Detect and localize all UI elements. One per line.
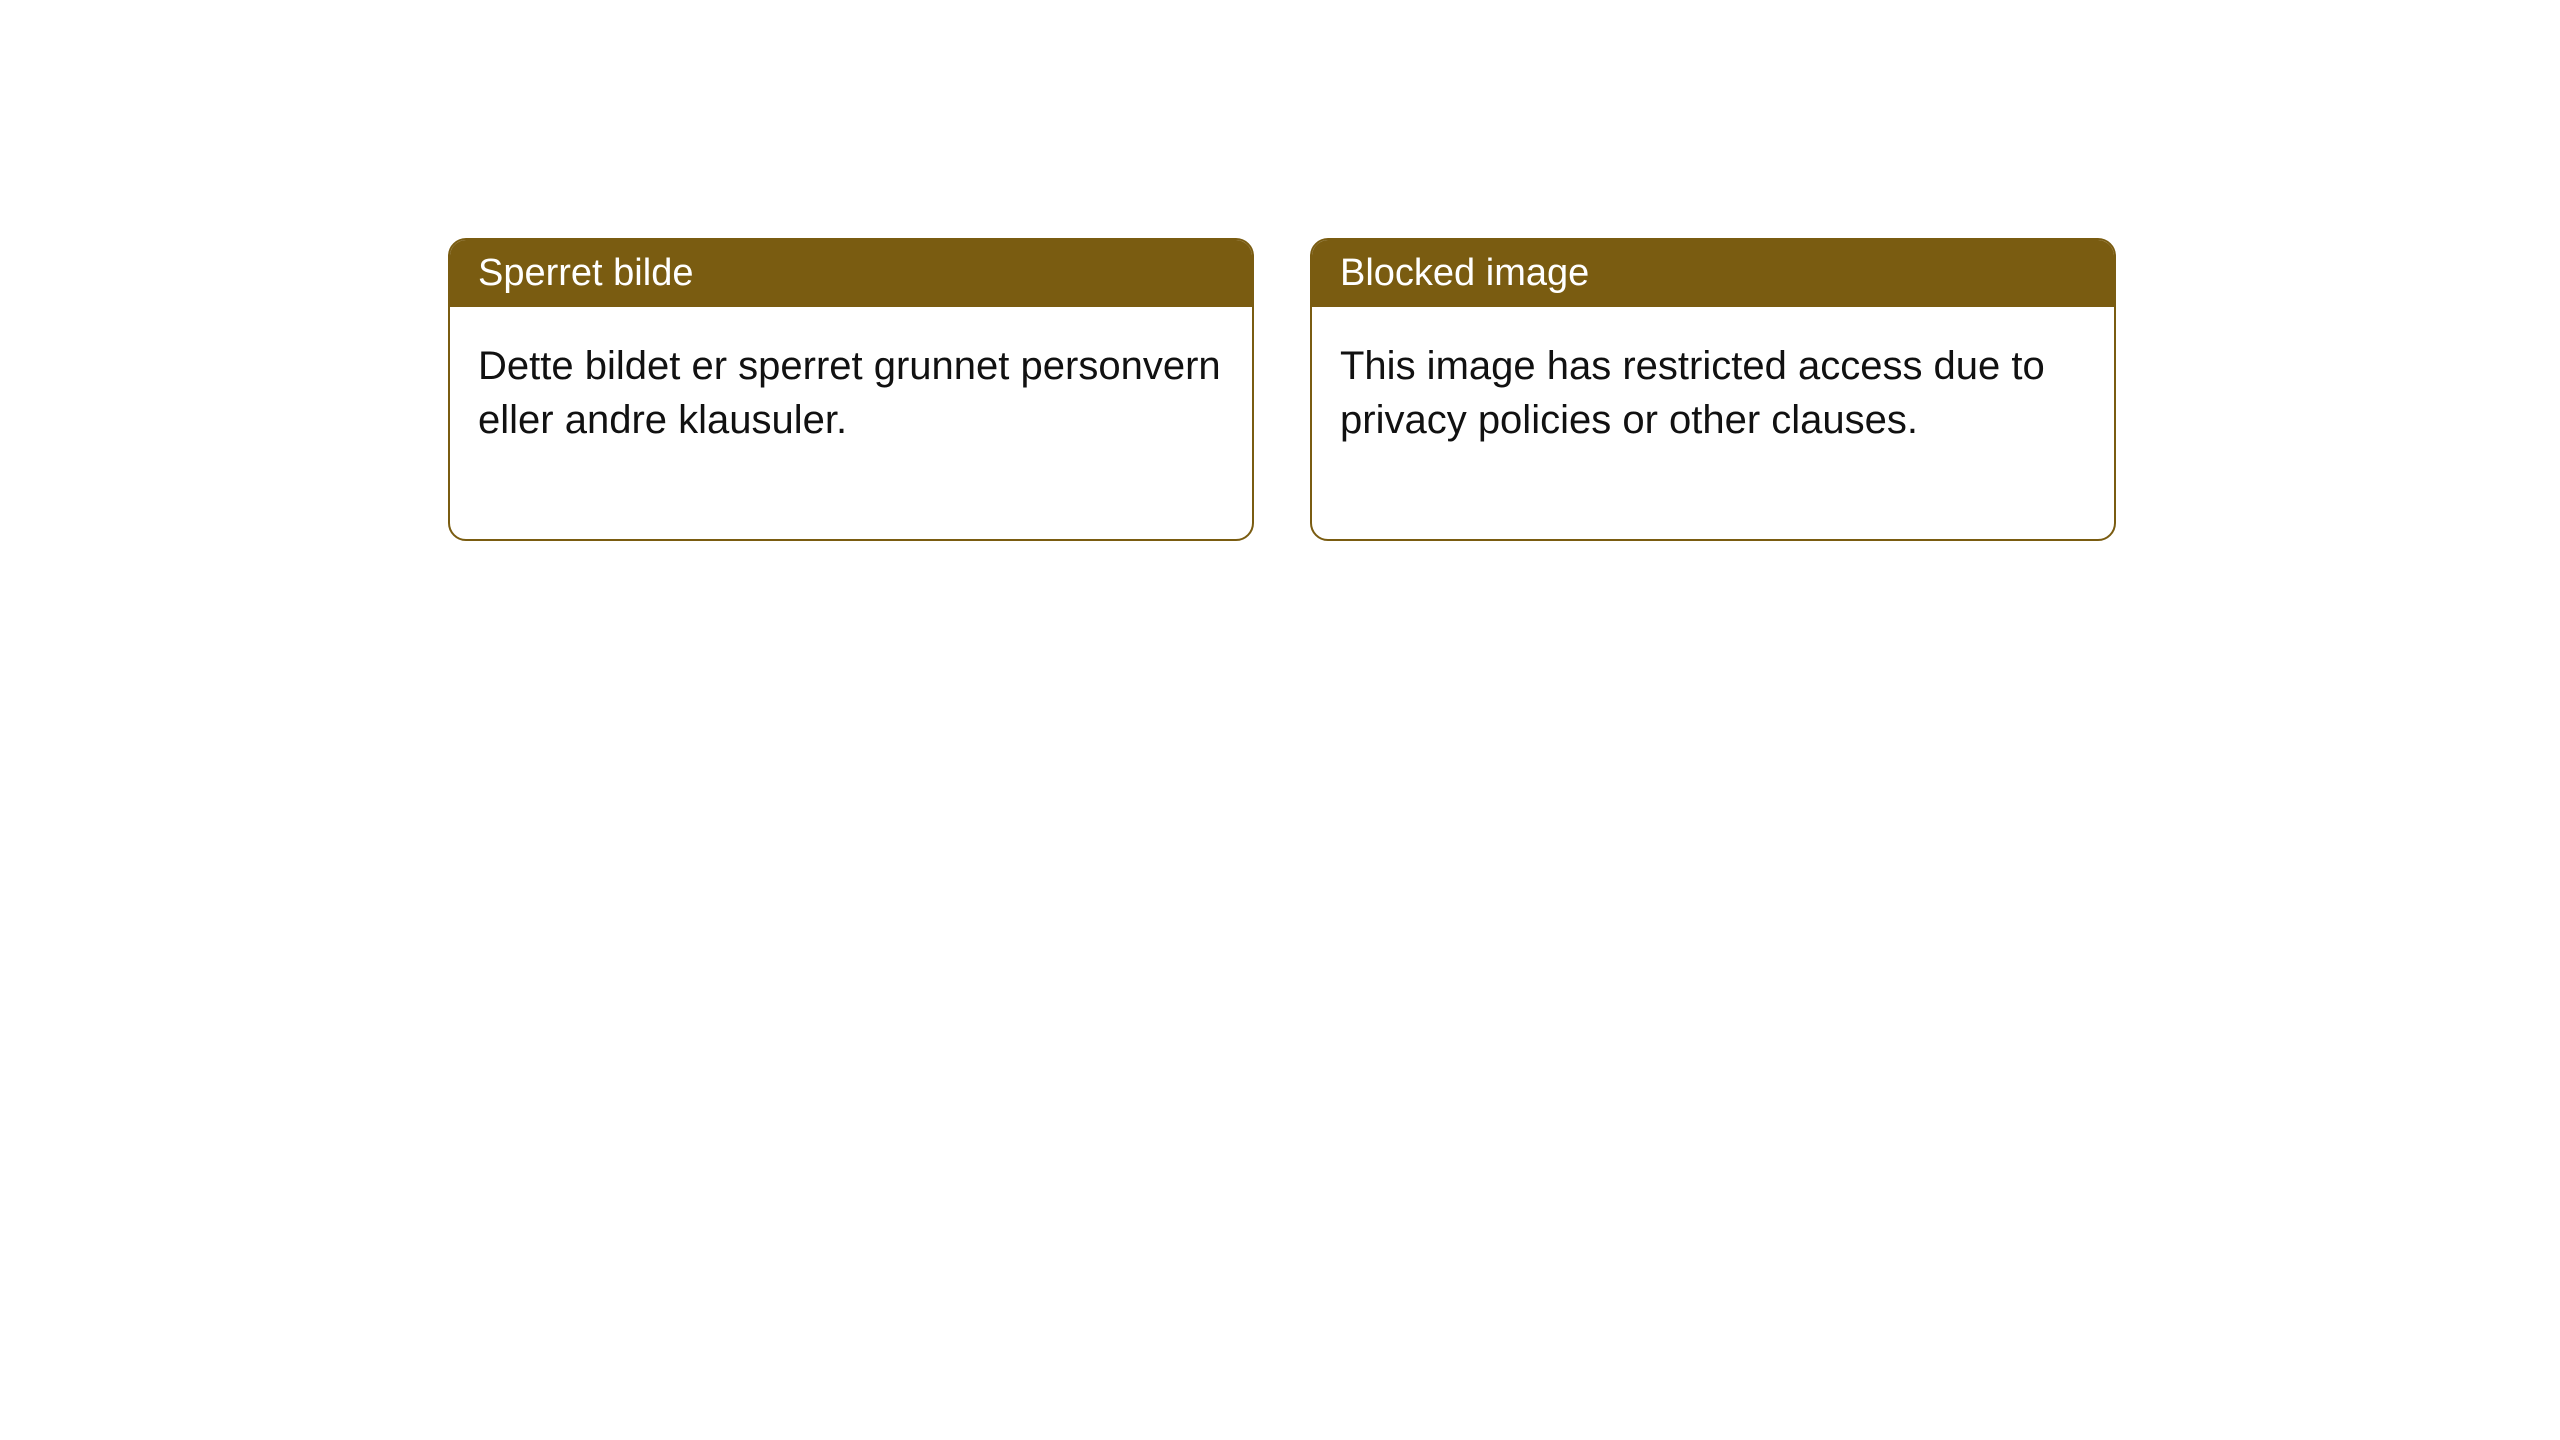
card-header-en: Blocked image xyxy=(1312,240,2114,307)
card-body-en: This image has restricted access due to … xyxy=(1312,307,2114,539)
notice-container: Sperret bilde Dette bildet er sperret gr… xyxy=(0,0,2560,541)
card-body-no: Dette bildet er sperret grunnet personve… xyxy=(450,307,1252,539)
card-header-no: Sperret bilde xyxy=(450,240,1252,307)
blocked-image-card-no: Sperret bilde Dette bildet er sperret gr… xyxy=(448,238,1254,541)
blocked-image-card-en: Blocked image This image has restricted … xyxy=(1310,238,2116,541)
